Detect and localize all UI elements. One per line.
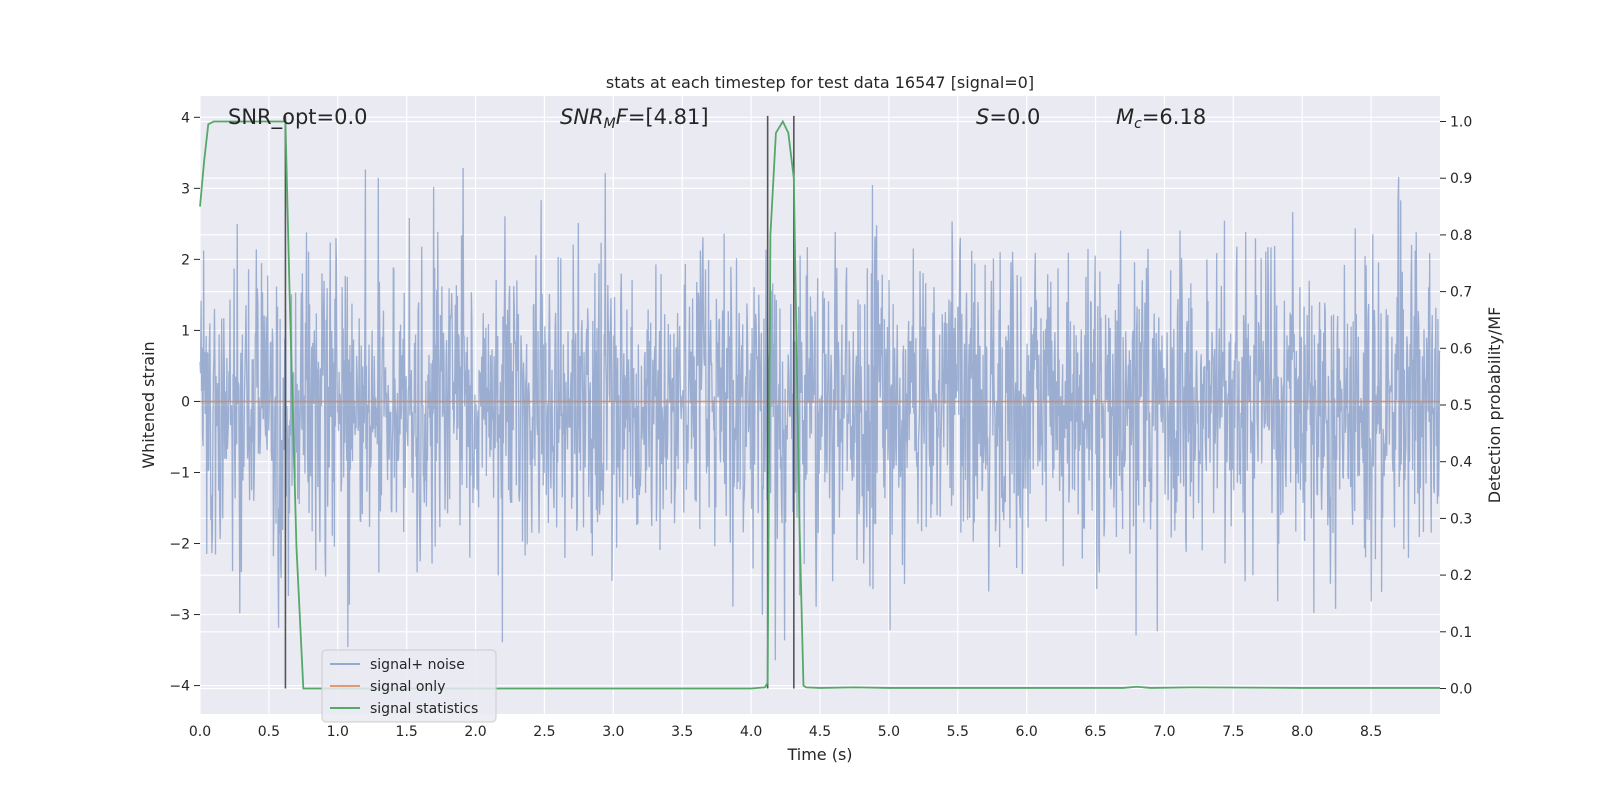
y2-tick-label: 1.0 bbox=[1450, 115, 1472, 131]
y-tick-label: −2 bbox=[169, 537, 190, 553]
y-tick-label: 3 bbox=[181, 181, 190, 197]
x-tick-label: 8.0 bbox=[1291, 724, 1313, 740]
x-tick-label: 7.5 bbox=[1222, 724, 1244, 740]
x-tick-label: 3.0 bbox=[602, 724, 624, 740]
x-tick-label: 5.5 bbox=[947, 724, 969, 740]
annotation-s: S=0.0 bbox=[976, 105, 1040, 129]
x-tick-label: 0.0 bbox=[189, 724, 211, 740]
x-tick-label: 4.0 bbox=[740, 724, 762, 740]
x-tick-label: 1.0 bbox=[327, 724, 349, 740]
y-gridlines bbox=[200, 116, 1440, 687]
y2-tick-label: 0.5 bbox=[1450, 398, 1472, 414]
annotation-mc: Mc=6.18 bbox=[1116, 105, 1206, 132]
y-tick-label: 4 bbox=[181, 110, 190, 126]
x-tick-label: 2.5 bbox=[533, 724, 555, 740]
y2-tick-label: 0.4 bbox=[1450, 455, 1472, 471]
y-tick-label: 1 bbox=[181, 323, 190, 339]
legend: signal+ noise signal only signal statist… bbox=[321, 649, 497, 723]
x-tick-label: 8.5 bbox=[1360, 724, 1382, 740]
y2-tick-label: 0.8 bbox=[1450, 228, 1472, 244]
y-tick-label: −1 bbox=[169, 465, 190, 481]
annotation-snr-opt: SNR_opt=0.0 bbox=[228, 105, 368, 130]
y-axis-ticks: −4 −3 −2 −1 0 1 2 3 4 bbox=[169, 110, 200, 695]
legend-box bbox=[321, 649, 497, 723]
signal-plus-noise-series bbox=[199, 167, 1441, 661]
x-tick-label: 6.0 bbox=[1016, 724, 1038, 740]
y2-axis-label: Detection probability/MF bbox=[1485, 307, 1504, 504]
y-tick-label: 0 bbox=[181, 394, 190, 410]
y-tick-label: −4 bbox=[169, 679, 190, 695]
signal-statistics-series bbox=[199, 119, 1440, 690]
x-axis-ticks: 0.0 0.5 1.0 1.5 2.0 2.5 3.0 3.5 4.0 4.5 5.0 5.5 6.0 6… bbox=[189, 724, 1382, 740]
x-axis-label: Time (s) bbox=[786, 745, 852, 764]
legend-label-noise: signal+ noise bbox=[370, 657, 465, 673]
y2-tick-label: 0.0 bbox=[1450, 681, 1472, 697]
x-tick-label: 0.5 bbox=[258, 724, 280, 740]
y-tick-label: −3 bbox=[169, 608, 190, 624]
x-tick-label: 1.5 bbox=[396, 724, 418, 740]
x-tick-label: 7.0 bbox=[1153, 724, 1175, 740]
y-tick-label: 2 bbox=[181, 252, 190, 268]
legend-label-signal-only: signal only bbox=[370, 679, 445, 695]
x-tick-label: 2.0 bbox=[464, 724, 486, 740]
x-tick-label: 4.5 bbox=[809, 724, 831, 740]
x-tick-label: 6.5 bbox=[1084, 724, 1106, 740]
y2-tick-label: 0.6 bbox=[1450, 341, 1472, 357]
y2-tick-label: 0.9 bbox=[1450, 171, 1472, 187]
annotation-snr-mf: SNRMF=[4.81] bbox=[560, 105, 709, 132]
x-tick-label: 3.5 bbox=[671, 724, 693, 740]
legend-label-statistics: signal statistics bbox=[370, 701, 478, 717]
noise-trace bbox=[199, 167, 1441, 661]
y2-tick-label: 0.2 bbox=[1450, 568, 1472, 584]
x-tick-label: 5.0 bbox=[878, 724, 900, 740]
y2-tick-label: 0.7 bbox=[1450, 285, 1472, 301]
y2-tick-label: 0.3 bbox=[1450, 511, 1472, 527]
chart-title: stats at each timestep for test data 165… bbox=[606, 73, 1034, 92]
y-axis-label: Whitened strain bbox=[139, 341, 158, 468]
y2-axis-ticks: 0.0 0.1 0.2 0.3 0.4 0.5 0.6 0.7 0.8 0.9 1.0 bbox=[1440, 115, 1472, 697]
y2-tick-label: 0.1 bbox=[1450, 625, 1472, 641]
